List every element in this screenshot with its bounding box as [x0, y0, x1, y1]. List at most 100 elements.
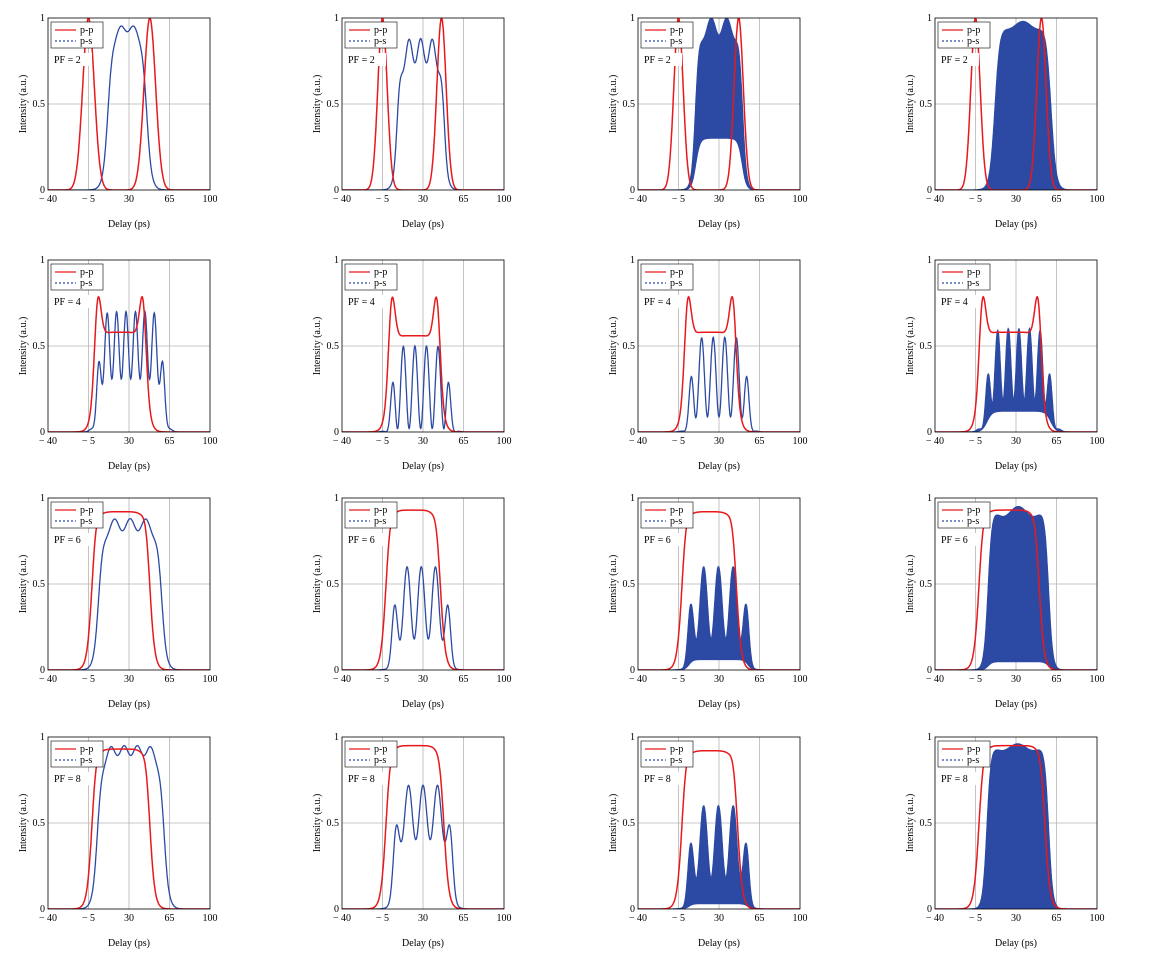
y-tick-label: 1 [334, 13, 339, 24]
y-tick-label: 0 [927, 185, 932, 196]
x-axis-label: Delay (ps) [402, 219, 444, 230]
x-tick-label: 30 [124, 194, 134, 205]
series-ps-line [935, 327, 1097, 432]
legend-pp-label: p-p [80, 744, 93, 755]
legend-ps-label: p-s [967, 755, 979, 766]
pf-annotation: PF = 2 [644, 55, 671, 66]
x-tick-label: 100 [1090, 194, 1105, 205]
x-tick-label: 30 [714, 913, 724, 924]
legend-ps-label: p-s [670, 36, 682, 47]
x-tick-label: − 40 [629, 436, 647, 447]
series-ps-fill [638, 566, 800, 670]
y-axis-label: Intensity (a.u.) [905, 75, 916, 134]
x-tick-label: 65 [459, 913, 469, 924]
legend: p-pp-s [640, 501, 694, 529]
x-tick-label: − 5 [82, 913, 95, 924]
pf-annotation: PF = 8 [54, 774, 81, 785]
pf-annotation: PF = 4 [348, 297, 375, 308]
panel-13: − 40 − 5 30 65 100 0 0.5 1 Delay (ps) Intensity (… [18, 732, 218, 949]
plot-frame [341, 17, 505, 191]
panel-9: − 40 − 5 30 65 100 0 0.5 1 Delay (ps) Intensity (… [18, 493, 218, 710]
x-tick-label: − 5 [376, 436, 389, 447]
x-tick-label: 30 [418, 436, 428, 447]
x-tick-label: 30 [1011, 436, 1021, 447]
panel-6: − 40 − 5 30 65 100 0 0.5 1 Delay (ps) Intensity (… [312, 255, 512, 472]
plot-frame [637, 497, 801, 671]
legend-pp-label: p-p [80, 267, 93, 278]
plot-frame [47, 17, 211, 191]
panel-4: − 40 − 5 30 65 100 0 0.5 1 Delay (ps) Intensity (… [905, 13, 1105, 230]
x-axis-label: Delay (ps) [402, 461, 444, 472]
x-tick-label: 65 [165, 913, 175, 924]
x-tick-label: 100 [203, 436, 218, 447]
x-tick-label: − 40 [926, 913, 944, 924]
y-axis-label: Intensity (a.u.) [905, 317, 916, 376]
y-axis-label: Intensity (a.u.) [312, 317, 323, 376]
legend-ps-label: p-s [670, 516, 682, 527]
pf-annotation: PF = 8 [941, 774, 968, 785]
y-tick-label: 1 [40, 13, 45, 24]
pf-annotation: PF = 4 [54, 297, 81, 308]
legend: p-pp-s [50, 740, 104, 768]
series-ps-fill [638, 805, 800, 909]
y-tick-label: 0 [630, 904, 635, 915]
y-tick-label: 0.5 [33, 341, 46, 352]
x-tick-label: 65 [459, 674, 469, 685]
x-tick-label: 30 [1011, 194, 1021, 205]
x-tick-label: 65 [165, 436, 175, 447]
legend-ps-label: p-s [967, 36, 979, 47]
plot-frame [637, 259, 801, 433]
x-tick-label: 100 [203, 194, 218, 205]
y-tick-label: 0.5 [327, 818, 340, 829]
y-tick-label: 1 [630, 493, 635, 504]
y-tick-label: 1 [927, 255, 932, 266]
x-tick-label: 100 [497, 913, 512, 924]
legend: p-pp-s [640, 263, 694, 291]
x-axis-label: Delay (ps) [995, 461, 1037, 472]
x-tick-label: 30 [1011, 913, 1021, 924]
y-tick-label: 1 [927, 493, 932, 504]
pf-annotation: PF = 2 [348, 55, 375, 66]
series-pp-line [935, 18, 1097, 190]
x-tick-label: 30 [124, 913, 134, 924]
x-tick-label: 30 [714, 194, 724, 205]
y-tick-label: 0 [40, 665, 45, 676]
series-ps-line [638, 565, 800, 670]
y-axis-label: Intensity (a.u.) [312, 555, 323, 614]
y-tick-label: 1 [927, 13, 932, 24]
x-tick-label: − 40 [39, 674, 57, 685]
y-tick-label: 0.5 [623, 579, 636, 590]
x-axis-label: Delay (ps) [108, 219, 150, 230]
x-tick-label: − 5 [82, 674, 95, 685]
y-axis-label: Intensity (a.u.) [18, 75, 29, 134]
y-tick-label: 0 [40, 185, 45, 196]
y-tick-label: 0.5 [623, 99, 636, 110]
legend-pp-label: p-p [967, 744, 980, 755]
plot-frame [47, 259, 211, 433]
x-tick-label: − 5 [969, 436, 982, 447]
legend-ps-label: p-s [967, 278, 979, 289]
legend: p-pp-s [937, 21, 991, 49]
series-ps-fill [935, 506, 1097, 670]
series-ps-line [638, 336, 800, 432]
x-tick-label: − 40 [333, 194, 351, 205]
legend-ps-label: p-s [80, 516, 92, 527]
x-axis-label: Delay (ps) [402, 938, 444, 949]
legend-pp-label: p-p [670, 25, 683, 36]
x-tick-label: 65 [1052, 194, 1062, 205]
x-tick-label: 65 [755, 436, 765, 447]
x-tick-label: 30 [1011, 674, 1021, 685]
x-tick-label: 30 [418, 674, 428, 685]
panel-1: − 40 − 5 30 65 100 0 0.5 1 Delay (ps) Intensity (… [18, 13, 218, 230]
y-tick-label: 0 [334, 904, 339, 915]
x-tick-label: − 5 [82, 436, 95, 447]
x-tick-label: 30 [124, 674, 134, 685]
y-tick-label: 1 [927, 732, 932, 743]
y-tick-label: 1 [630, 732, 635, 743]
legend-pp-label: p-p [967, 25, 980, 36]
legend: p-pp-s [50, 263, 104, 291]
x-tick-label: 65 [459, 194, 469, 205]
series-ps-line [342, 565, 504, 670]
x-tick-label: 65 [755, 913, 765, 924]
x-tick-label: 100 [203, 913, 218, 924]
